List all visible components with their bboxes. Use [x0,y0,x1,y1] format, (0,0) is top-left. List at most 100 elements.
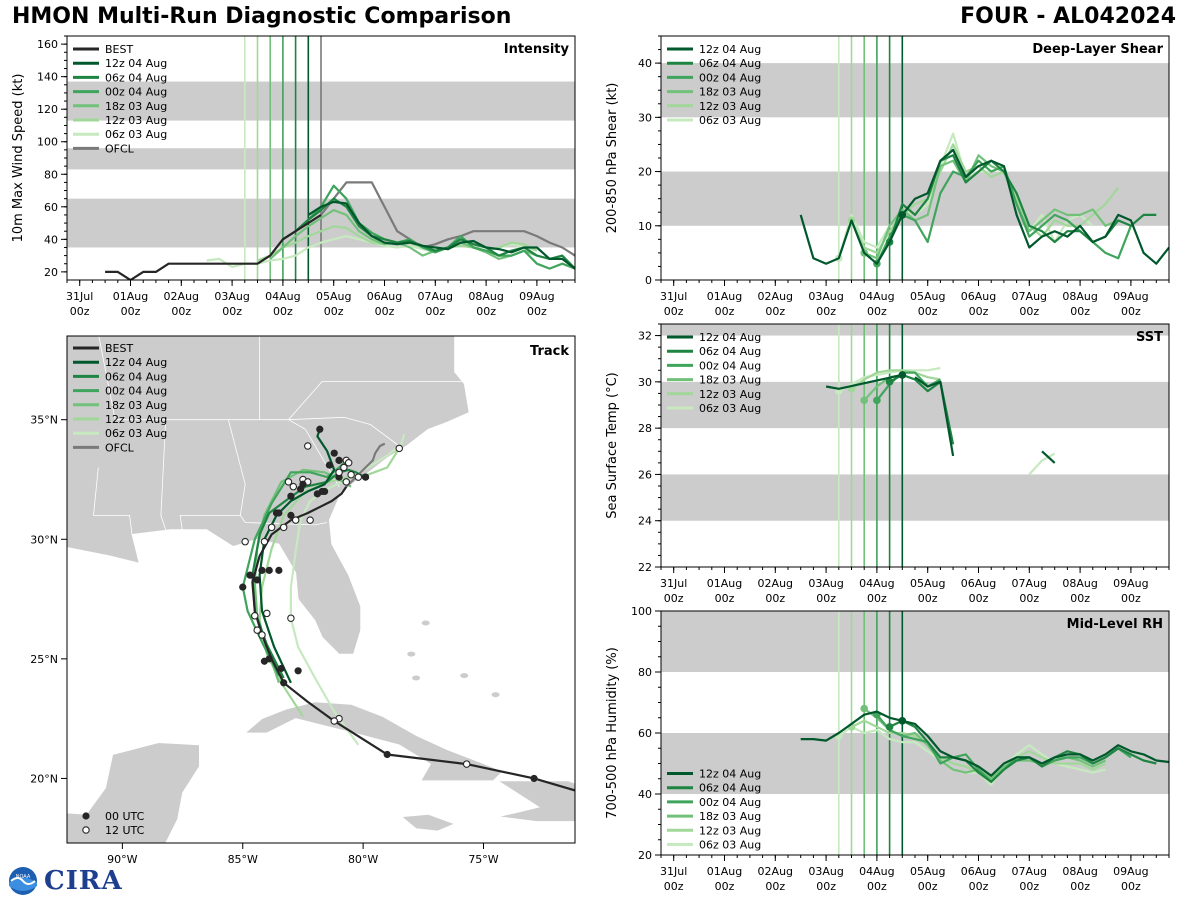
track-12utc-marker [263,609,271,618]
track-12utc-marker [335,468,343,477]
run0-00utc-marker [287,511,295,519]
track-marker-legend-label: 00 UTC [105,810,145,823]
sst-ytick-label: 32 [638,330,652,343]
shear-xtick-label: 07Aug [1012,290,1047,303]
track-frame [66,335,576,844]
rh-init-point-1 [885,723,894,731]
intensity-xtick-label: 00z [121,305,141,318]
rh-title: Mid-Level RH [1067,617,1163,632]
rh-xtick-label: 31Jul [660,865,687,878]
track-ytick-label: 20°N [30,772,58,785]
run1-00utc-marker [277,664,285,673]
sst-band-2 [661,324,1169,336]
rh-xtick-label: 09Aug [1113,865,1148,878]
shear-xtick-label: 09Aug [1113,290,1148,303]
sst-xtick-label: 08Aug [1062,577,1097,590]
intensity-series-12z-04-aug [307,200,575,270]
track-12utc-marker [306,516,314,524]
run0-00utc-marker [265,566,273,574]
sst-band-0 [661,474,1169,521]
best-00utc-marker [383,750,391,759]
run5-12utc-marker [291,516,300,524]
track-legend-label: 18z 03 Aug [105,399,167,412]
intensity-ytick-label: 120 [37,103,58,116]
shear-plot-area [799,36,1169,280]
intensity-panel: 20 40 60 80 100 120 140 160 10m Max Wind Speed (… [11,35,576,318]
track-00utc-marker [275,566,283,574]
track-ytick-label: 30°N [30,533,58,546]
intensity-legend-label: 06z 04 Aug [105,71,167,84]
sst-ytick-label: 30 [638,376,652,389]
intensity-ylabel: 10m Max Wind Speed (kt) [11,74,26,243]
yucatan [67,742,200,843]
intensity-title: Intensity [504,42,570,57]
shear-xtick-label: 31Jul [660,290,687,303]
track-title: Track [530,344,569,359]
intensity-ytick-label: 60 [44,201,58,214]
rh-xtick-label: 00z [715,880,735,893]
rh-ytick-label: 100 [631,605,652,618]
shear-xtick-label: 01Aug [707,290,742,303]
shear-ytick-label: 10 [638,220,652,233]
shear-legend-label: 12z 04 Aug [699,43,761,56]
rh-panel: 20 40 60 80 100 700-500 hPa Humidity (%) 31Jul… [605,605,1170,893]
rh-legend-label: 06z 04 Aug [699,782,761,795]
intensity-xtick-label: 05Aug [316,290,351,303]
intensity-legend-label: 12z 04 Aug [105,57,167,70]
shear-ytick-label: 0 [645,274,652,287]
intensity-xtick-label: 02Aug [164,290,199,303]
rh-xtick-label: 05Aug [910,865,945,878]
intensity-series-18z-03-aug [269,209,538,260]
sst-xtick-label: 00z [1121,592,1141,605]
shear-xtick-label: 02Aug [758,290,793,303]
shear-xtick-label: 00z [867,305,887,318]
sst-init-point-2 [873,396,881,405]
sst-xtick-label: 00z [816,592,836,605]
run1-00utc-marker [258,566,266,574]
state-border [288,380,462,420]
track-12utc-marker [279,523,288,532]
rh-xtick-label: 07Aug [1012,865,1047,878]
run3-00utc-marker [260,657,269,665]
intensity-legend-label: 00z 04 Aug [105,86,167,99]
track-xtick-label: 90°W [107,853,137,866]
rh-ytick-label: 40 [638,788,652,801]
noaa-logo-icon: NOAA [9,867,37,895]
intensity-xtick-label: 00z [273,305,293,318]
shear-xtick-label: 04Aug [859,290,894,303]
shear-legend-label: 06z 03 Aug [699,114,761,127]
sst-xtick-label: 00z [715,592,735,605]
shear-init-point-0 [898,211,907,219]
track-12utc-marker [253,626,261,634]
rh-legend-label: 06z 03 Aug [699,839,761,852]
rh-ytick-label: 60 [638,727,652,740]
sst-ytick-label: 24 [638,515,652,528]
sst-legend-label: 06z 03 Aug [699,402,761,415]
state-border [288,416,400,447]
sst-xtick-label: 02Aug [758,577,793,590]
sst-xtick-label: 00z [664,592,684,605]
sst-series-12z-04-aug-seg1 [914,376,955,457]
run5-12utc-marker [287,614,295,622]
sst-init-point-3 [860,396,868,405]
sst-band-1 [661,381,1169,429]
track-12utc-marker [340,463,348,472]
sst-xtick-label: 00z [969,592,989,605]
rh-xtick-label: 06Aug [961,865,996,878]
shear-xtick-label: 00z [765,305,785,318]
state-border [93,467,133,535]
rh-series-06z-04-aug [889,719,1157,783]
shear-ytick-label: 20 [638,166,652,179]
intensity-xtick-label: 00z [375,305,395,318]
intensity-ytick-label: 100 [37,136,58,149]
best-12utc-marker [330,717,338,725]
rh-xtick-label: 01Aug [707,865,742,878]
intensity-xtick-label: 04Aug [265,290,300,303]
sst-series-06z-03-aug [838,366,941,393]
shear-xtick-label: 00z [1121,305,1141,318]
track-00utc-marker [325,461,334,469]
intensity-legend-label: 18z 03 Aug [105,100,167,113]
